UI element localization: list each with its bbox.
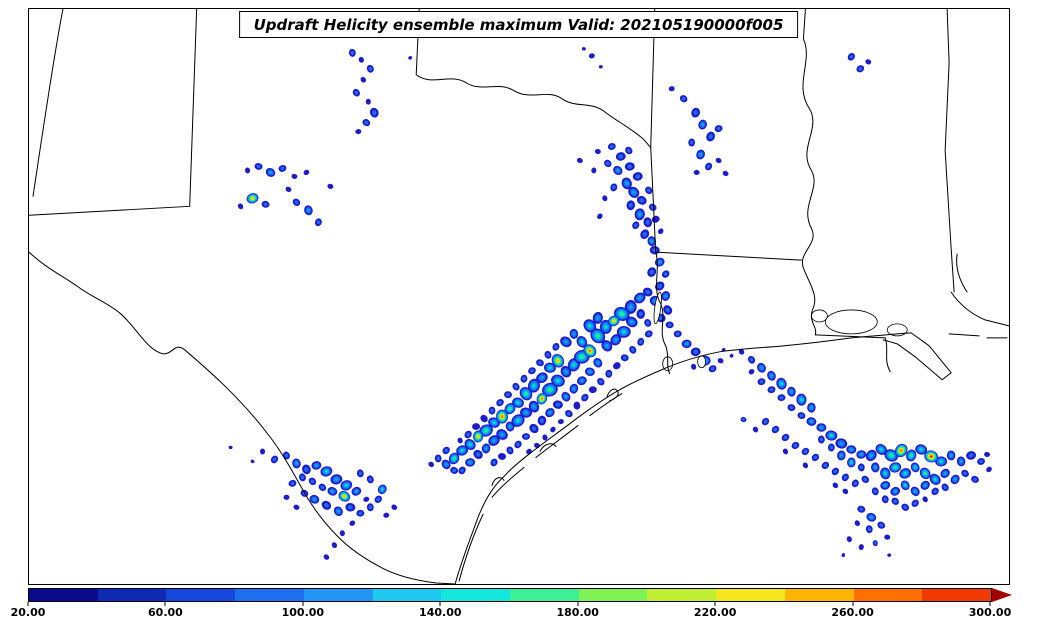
colorbar-segment	[372, 589, 442, 601]
colorbar-tick	[164, 602, 166, 606]
plot-title: Updraft Helicity ensemble maximum Valid:…	[253, 16, 784, 34]
colorbar-ticks: 20.00 60.00 100.00 140.00 180.00 220.00 260.00…	[11, 602, 1011, 626]
colorbar-segment	[441, 589, 511, 601]
colorbar-tick	[302, 602, 304, 606]
map-canvas	[29, 9, 1009, 584]
colorbar-segments	[28, 588, 992, 602]
colorbar-segment	[922, 589, 992, 601]
colorbar-segment	[29, 589, 98, 601]
colorbar-tick-label: 60.00	[148, 606, 183, 619]
colorbar-tick-label: 220.00	[693, 606, 737, 619]
map-frame	[28, 8, 1010, 585]
colorbar-tick-label: 140.00	[419, 606, 462, 619]
colorbar-segment	[510, 589, 579, 601]
title-box: Updraft Helicity ensemble maximum Valid:…	[238, 11, 799, 38]
lakes	[653, 291, 908, 372]
colorbar-tick	[714, 602, 716, 606]
colorbar-tick-label: 100.00	[281, 606, 325, 619]
colorbar-tick	[577, 602, 579, 606]
colorbar-tick	[852, 602, 854, 606]
colorbar-segment	[716, 589, 785, 601]
colorbar-segment	[166, 589, 236, 601]
helicity-field	[228, 47, 992, 560]
colorbar-tick-label: 300.00	[968, 606, 1012, 619]
colorbar-tick-label: 180.00	[556, 606, 599, 619]
colorbar-tick	[439, 602, 441, 606]
colorbar-tick	[27, 602, 29, 606]
colorbar-segment	[578, 589, 648, 601]
colorbar-tick-label: 20.00	[10, 606, 46, 619]
colorbar-segment	[235, 589, 304, 601]
colorbar	[28, 588, 1012, 602]
colorbar-tick	[989, 602, 991, 606]
colorbar-segment	[647, 589, 717, 601]
colorbar-arrow	[992, 588, 1012, 602]
colorbar-tick-label: 260.00	[831, 606, 874, 619]
colorbar-segment	[784, 589, 854, 601]
state-boundaries	[29, 9, 1009, 584]
colorbar-segment	[97, 589, 167, 601]
colorbar-segment	[853, 589, 923, 601]
colorbar-segment	[303, 589, 373, 601]
